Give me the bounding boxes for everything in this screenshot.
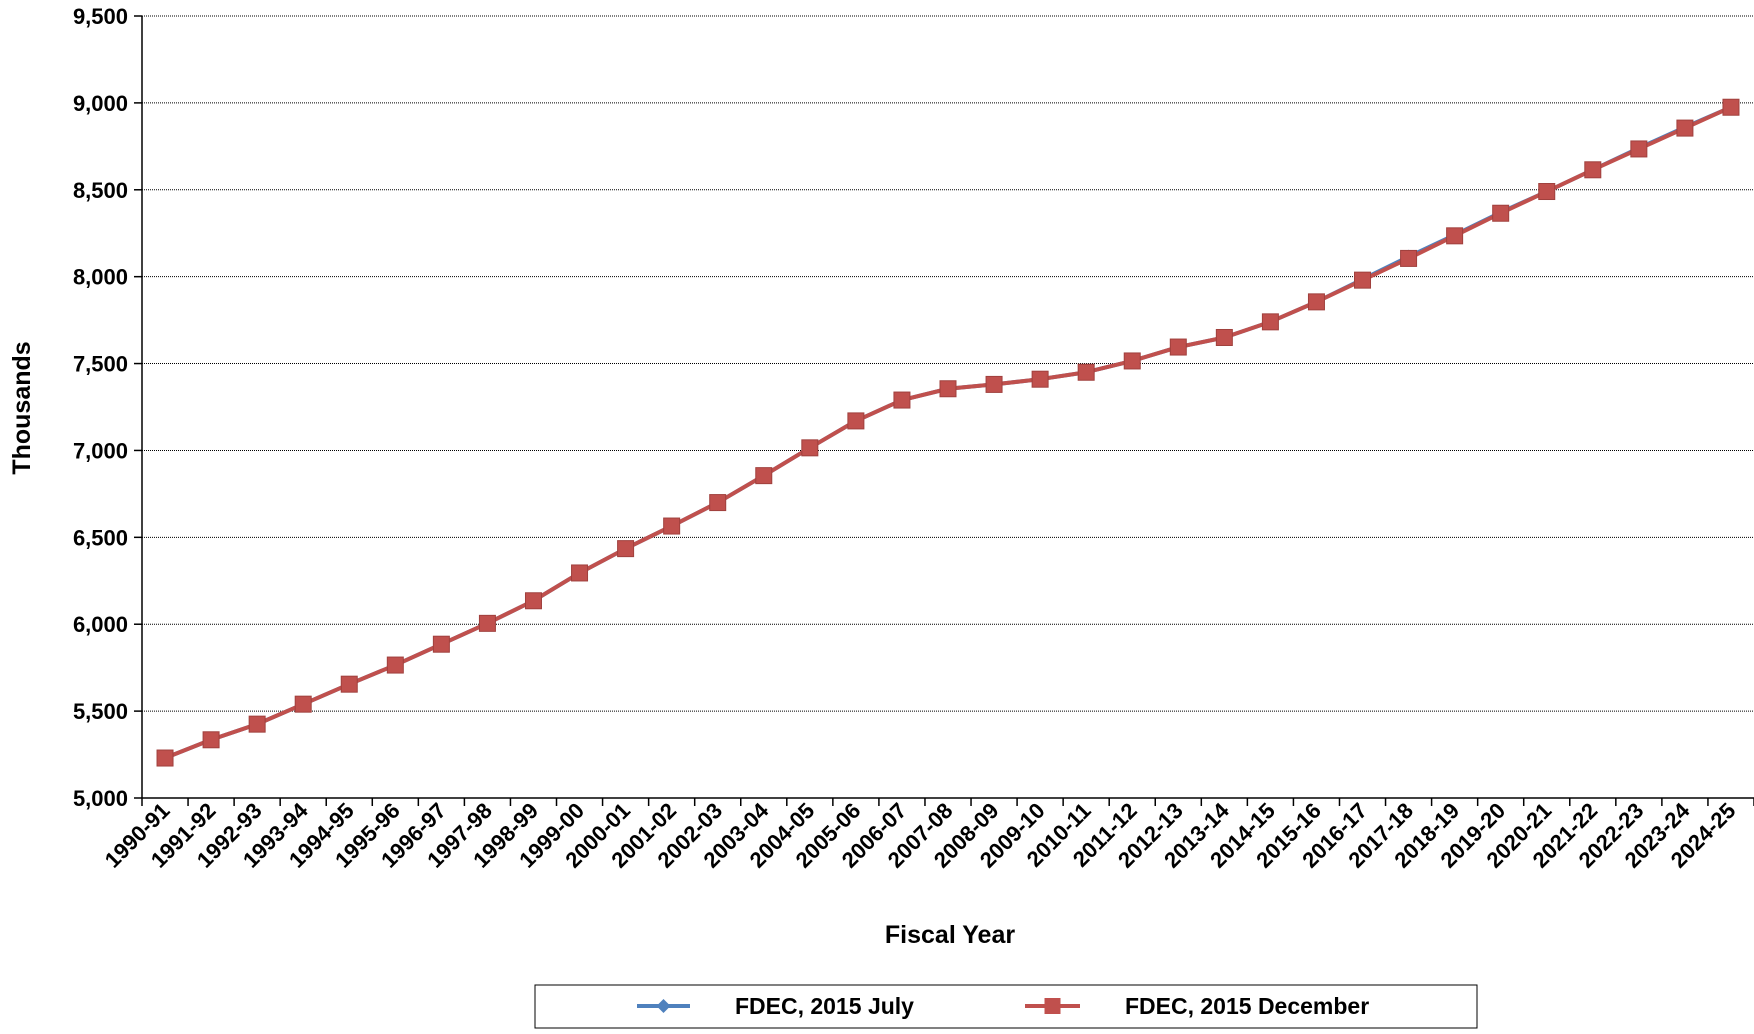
legend-marker: [1044, 998, 1061, 1014]
data-point: [1354, 271, 1372, 289]
y-axis-title: Thousands: [8, 341, 36, 474]
data-point: [847, 412, 865, 430]
data-point: [1584, 161, 1602, 179]
data-point: [478, 614, 496, 632]
y-tick-label: 5,000: [73, 786, 128, 811]
y-tick-label: 7,500: [73, 352, 128, 377]
data-point: [386, 656, 404, 674]
y-tick-label: 7,000: [73, 438, 128, 463]
data-point: [1215, 328, 1233, 346]
data-point: [156, 749, 174, 767]
data-point: [202, 731, 220, 749]
data-point: [340, 675, 358, 693]
data-point: [893, 391, 911, 409]
axes: [134, 15, 1754, 806]
y-tick-label: 9,000: [73, 91, 128, 116]
legend: FDEC, 2015 July FDEC, 2015 December: [534, 984, 1478, 1029]
data-point: [985, 375, 1003, 393]
data-point: [1169, 338, 1187, 356]
data-point: [1446, 227, 1464, 245]
legend-marker: [656, 999, 671, 1013]
data-point: [1261, 313, 1279, 331]
data-point: [524, 592, 542, 610]
y-tick-labels: 5,000 5,500 6,000 6,500 7,000 7,500 8,000 8,500…: [73, 4, 128, 811]
y-tick-label: 5,500: [73, 699, 128, 724]
data-point: [1538, 183, 1556, 201]
y-tick-label: 8,500: [73, 178, 128, 203]
gridlines: [142, 15, 1754, 712]
data-point: [801, 439, 819, 457]
x-axis-title: Fiscal Year: [885, 921, 1015, 949]
data-point: [294, 695, 312, 713]
data-point: [432, 635, 450, 653]
y-tick-label: 6,500: [73, 525, 128, 550]
data-point: [1123, 352, 1141, 370]
series: [156, 98, 1740, 767]
data-point: [617, 540, 635, 558]
x-tick-labels: 1990-911991-921992-931993-941994-951995-…: [100, 797, 1741, 872]
data-point: [1676, 119, 1694, 137]
data-point: [1307, 293, 1325, 311]
data-point: [1722, 98, 1740, 116]
legend-label: FDEC, 2015 December: [1125, 993, 1369, 1019]
data-point: [755, 467, 773, 485]
legend-label: FDEC, 2015 July: [735, 993, 914, 1019]
data-point: [1031, 370, 1049, 388]
data-point: [571, 564, 589, 582]
data-point: [663, 517, 681, 535]
data-point: [1400, 249, 1418, 267]
data-point: [939, 380, 957, 398]
y-tick-label: 6,000: [73, 612, 128, 637]
legend-box: [534, 984, 1478, 1029]
y-tick-label: 8,000: [73, 265, 128, 290]
data-point: [1077, 363, 1095, 381]
data-point: [1492, 204, 1510, 222]
y-tick-label: 9,500: [73, 4, 128, 29]
data-point: [1630, 140, 1648, 158]
data-point: [248, 715, 266, 733]
data-point: [709, 494, 727, 512]
